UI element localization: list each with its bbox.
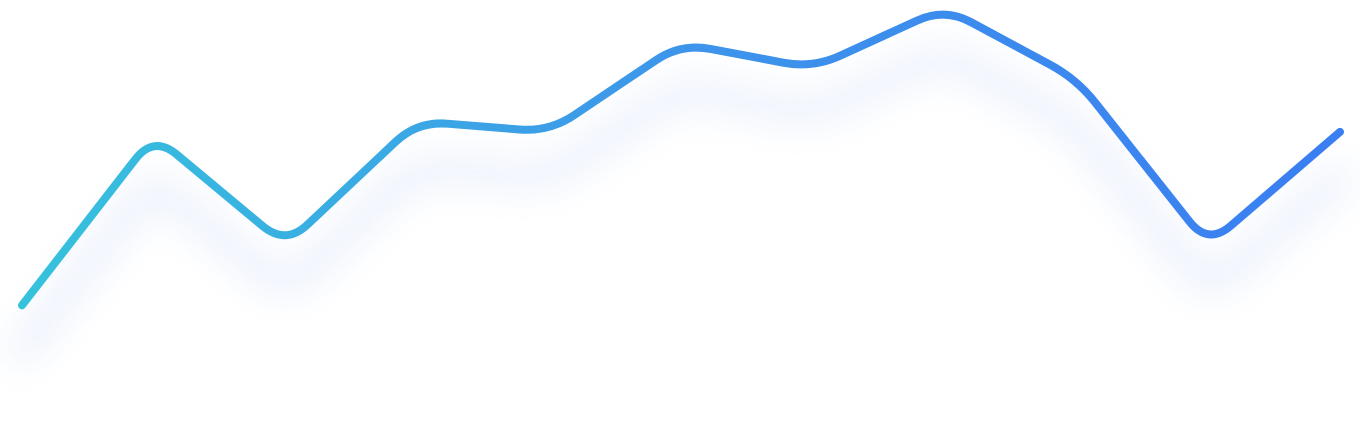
series-line-group (18, 10, 1344, 310)
series-1-line (18, 10, 1344, 310)
series-shadow (9, 47, 1353, 365)
series-line-shadow (9, 47, 1353, 365)
